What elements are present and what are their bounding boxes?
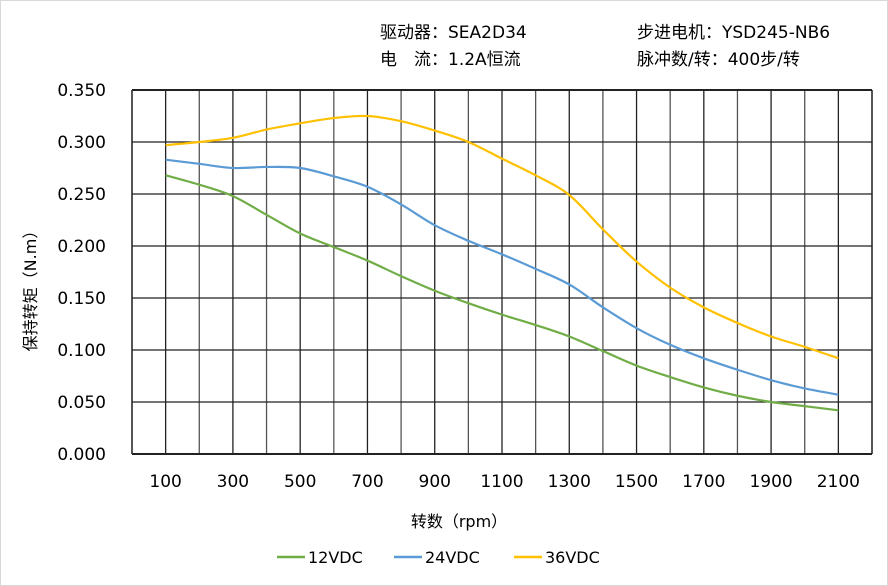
y-tick-label: 0.250: [57, 185, 106, 205]
y-axis-label: 保持转矩（N.m）: [21, 223, 40, 352]
x-axis-label: 转数（rpm）: [411, 512, 507, 531]
series-line-36vdc: [165, 114, 839, 360]
x-tick-label: 500: [284, 472, 316, 492]
y-tick-label: 0.350: [57, 81, 106, 101]
x-tick-label: 100: [149, 472, 181, 492]
x-tick-label: 700: [351, 472, 383, 492]
legend-label-12vdc: 12VDC: [308, 548, 363, 567]
x-tick-label: 1300: [548, 472, 591, 492]
y-tick-label: 0.150: [57, 289, 106, 309]
series-line-12vdc: [165, 174, 839, 412]
driver-info: 驱动器：SEA2D34: [380, 23, 527, 43]
x-tick-label: 300: [217, 472, 249, 492]
current-info: 电 流：1.2A恒流: [380, 50, 521, 70]
pulses-info: 脉冲数/转：400步/转: [637, 50, 800, 70]
y-tick-label: 0.050: [57, 393, 106, 413]
motor-info: 步进电机：YSD245-NB6: [637, 23, 831, 43]
legend-label-24vdc: 24VDC: [425, 548, 480, 567]
x-tick-label: 1100: [480, 472, 523, 492]
x-tick-label: 900: [419, 472, 451, 492]
x-tick-label: 2100: [817, 472, 860, 492]
series-line-24vdc: [165, 158, 839, 396]
legend-label-36vdc: 36VDC: [545, 548, 600, 567]
y-tick-label: 0.300: [57, 133, 106, 153]
y-tick-label: 0.200: [57, 237, 106, 257]
y-tick-label: 0.100: [57, 341, 106, 361]
x-tick-label: 1500: [615, 472, 658, 492]
x-tick-label: 1900: [749, 472, 792, 492]
y-tick-label: 0.000: [57, 445, 106, 465]
x-tick-label: 1700: [682, 472, 725, 492]
